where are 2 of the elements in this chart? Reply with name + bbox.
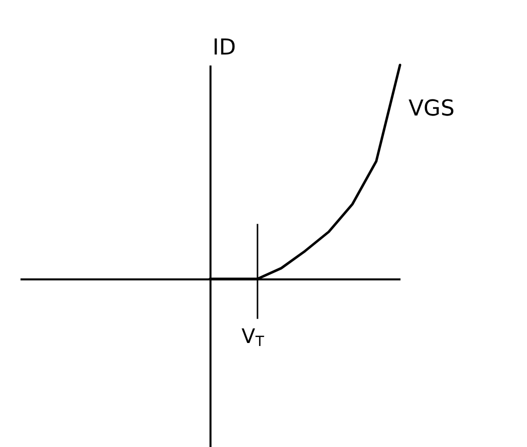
x-axis-title: VGS [408,96,455,122]
y-axis-title: ID [212,36,236,60]
